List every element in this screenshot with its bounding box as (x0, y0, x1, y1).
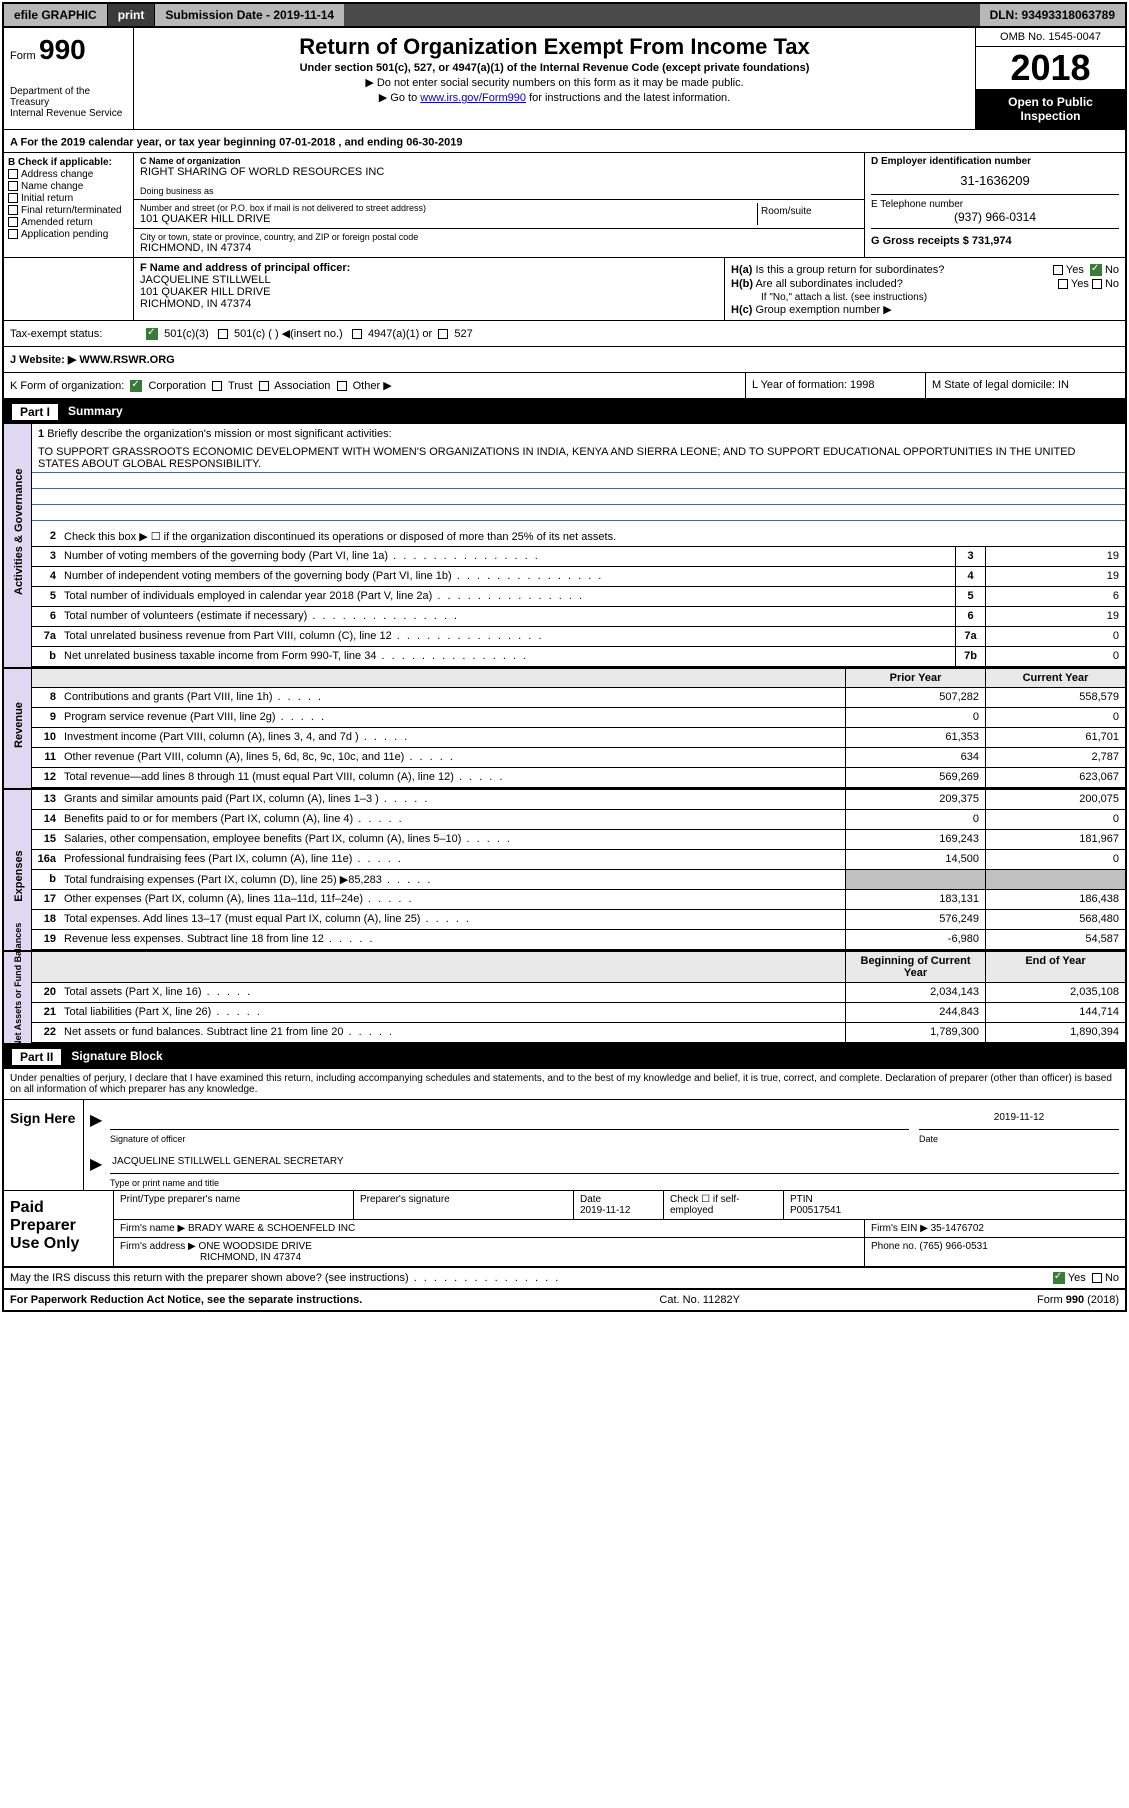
sig-arrow-icon-2: ▶ (90, 1154, 110, 1174)
section-m: M State of legal domicile: IN (925, 373, 1125, 398)
dln: DLN: 93493318063789 (980, 4, 1125, 26)
section-h: H(a) Is this a group return for subordin… (725, 258, 1125, 320)
netassets-header: Beginning of Current Year End of Year (32, 952, 1125, 983)
chk-501c3 (146, 328, 158, 340)
side-netassets: Net Assets or Fund Balances (4, 952, 32, 1043)
form-number: 990 (39, 34, 86, 65)
note-ssn: ▶ Do not enter social security numbers o… (140, 76, 969, 89)
chk-name-change[interactable]: Name change (8, 181, 129, 192)
chk-amended[interactable]: Amended return (8, 217, 129, 228)
dept-treasury: Department of the Treasury (10, 86, 127, 108)
sig-date: 2019-11-12 (919, 1110, 1119, 1130)
summary-line: 11Other revenue (Part VIII, column (A), … (32, 748, 1125, 768)
website: WWW.RSWR.ORG (79, 354, 174, 366)
summary-line: 9Program service revenue (Part VIII, lin… (32, 708, 1125, 728)
irs-link[interactable]: www.irs.gov/Form990 (420, 92, 526, 104)
prep-date: 2019-11-12 (580, 1205, 630, 1216)
main-title: Return of Organization Exempt From Incom… (140, 34, 969, 60)
firm-ein: 35-1476702 (931, 1223, 984, 1234)
chk-pending[interactable]: Application pending (8, 229, 129, 240)
prep-phone: (765) 966-0531 (919, 1241, 987, 1252)
form-990-page: efile GRAPHIC print Submission Date - 20… (2, 2, 1127, 1312)
efile-button[interactable]: efile GRAPHIC (4, 4, 108, 26)
sign-here-block: Sign Here ▶ 2019-11-12 Signature of offi… (4, 1100, 1125, 1191)
summary-line: 5Total number of individuals employed in… (32, 587, 1125, 607)
chk-final-return[interactable]: Final return/terminated (8, 205, 129, 216)
form-header: Form 990 Department of the Treasury Inte… (4, 28, 1125, 130)
summary-line: 4Number of independent voting members of… (32, 567, 1125, 587)
open-public-badge: Open to Public Inspection (976, 89, 1125, 129)
footer: For Paperwork Reduction Act Notice, see … (4, 1290, 1125, 1310)
omb-number: OMB No. 1545-0047 (976, 28, 1125, 47)
print-button[interactable]: print (108, 4, 156, 26)
org-city: RICHMOND, IN 47374 (140, 242, 858, 254)
subtitle: Under section 501(c), 527, or 4947(a)(1)… (140, 62, 969, 74)
chk-discuss-yes (1053, 1272, 1065, 1284)
officer-name-title: JACQUELINE STILLWELL GENERAL SECRETARY (110, 1154, 1119, 1174)
summary-line: 2Check this box ▶ ☐ if the organization … (32, 527, 1125, 547)
org-street: 101 QUAKER HILL DRIVE (140, 213, 757, 225)
room-suite-label: Room/suite (758, 203, 858, 225)
chk-corp (130, 380, 142, 392)
chk-initial-return[interactable]: Initial return (8, 193, 129, 204)
section-b: B Check if applicable: Address change Na… (4, 153, 134, 257)
sig-declaration: Under penalties of perjury, I declare th… (4, 1069, 1125, 1100)
line-a: A For the 2019 calendar year, or tax yea… (4, 130, 1125, 153)
summary-line: 13Grants and similar amounts paid (Part … (32, 790, 1125, 810)
side-activities: Activities & Governance (4, 424, 32, 667)
section-f: F Name and address of principal officer:… (134, 258, 725, 320)
chk-address-change[interactable]: Address change (8, 169, 129, 180)
part2-header: Part II Signature Block (4, 1045, 1125, 1069)
discuss-row: May the IRS discuss this return with the… (4, 1268, 1125, 1290)
part1-header: Part I Summary (4, 400, 1125, 424)
form-label: Form (10, 50, 36, 62)
sig-officer-field[interactable] (110, 1110, 909, 1130)
section-f-h: F Name and address of principal officer:… (4, 258, 1125, 321)
org-name: RIGHT SHARING OF WORLD RESOURCES INC (140, 166, 858, 178)
summary-line: 7aTotal unrelated business revenue from … (32, 627, 1125, 647)
section-d-e-g: D Employer identification number 31-1636… (865, 153, 1125, 257)
sig-arrow-icon: ▶ (90, 1110, 110, 1130)
section-k-l-m: K Form of organization: Corporation Trus… (4, 373, 1125, 400)
ein: 31-1636209 (871, 173, 1119, 188)
chk-ha-no (1090, 264, 1102, 276)
summary-line: 16aProfessional fundraising fees (Part I… (32, 850, 1125, 870)
section-c: C Name of organization RIGHT SHARING OF … (134, 153, 865, 257)
summary-line: 6Total number of volunteers (estimate if… (32, 607, 1125, 627)
paid-preparer-block: Paid Preparer Use Only Print/Type prepar… (4, 1191, 1125, 1268)
summary-line: 14Benefits paid to or for members (Part … (32, 810, 1125, 830)
summary-line: 10Investment income (Part VIII, column (… (32, 728, 1125, 748)
summary-line: bTotal fundraising expenses (Part IX, co… (32, 870, 1125, 890)
irs-label: Internal Revenue Service (10, 108, 127, 119)
submission-date: Submission Date - 2019-11-14 (155, 4, 344, 26)
mission-text: TO SUPPORT GRASSROOTS ECONOMIC DEVELOPME… (32, 444, 1125, 473)
section-b-c-d: B Check if applicable: Address change Na… (4, 153, 1125, 258)
summary-line: 8Contributions and grants (Part VIII, li… (32, 688, 1125, 708)
summary-line: 15Salaries, other compensation, employee… (32, 830, 1125, 850)
summary-line: 17Other expenses (Part IX, column (A), l… (32, 890, 1125, 910)
topbar: efile GRAPHIC print Submission Date - 20… (4, 4, 1125, 28)
summary-line: 19Revenue less expenses. Subtract line 1… (32, 930, 1125, 950)
side-revenue: Revenue (4, 669, 32, 788)
section-j: J Website: ▶ WWW.RSWR.ORG (4, 347, 1125, 373)
summary-line: 18Total expenses. Add lines 13–17 (must … (32, 910, 1125, 930)
summary-line: 3Number of voting members of the governi… (32, 547, 1125, 567)
summary-line: 21Total liabilities (Part X, line 26)244… (32, 1003, 1125, 1023)
summary-line: 20Total assets (Part X, line 16)2,034,14… (32, 983, 1125, 1003)
firm-name: BRADY WARE & SCHOENFELD INC (188, 1223, 355, 1234)
note-goto: ▶ Go to www.irs.gov/Form990 for instruct… (140, 91, 969, 104)
officer-name: JACQUELINE STILLWELL (140, 274, 718, 286)
summary-line: 22Net assets or fund balances. Subtract … (32, 1023, 1125, 1043)
tax-status-row: Tax-exempt status: 501(c)(3) 501(c) ( ) … (4, 321, 1125, 347)
summary-line: bNet unrelated business taxable income f… (32, 647, 1125, 667)
gross-receipts: G Gross receipts $ 731,974 (871, 235, 1119, 247)
section-l: L Year of formation: 1998 (745, 373, 925, 398)
revenue-header: Prior Year Current Year (32, 669, 1125, 688)
phone: (937) 966-0314 (871, 210, 1119, 224)
ptin: P00517541 (790, 1205, 841, 1216)
tax-year: 2018 (976, 47, 1125, 89)
summary-line: 12Total revenue—add lines 8 through 11 (… (32, 768, 1125, 788)
